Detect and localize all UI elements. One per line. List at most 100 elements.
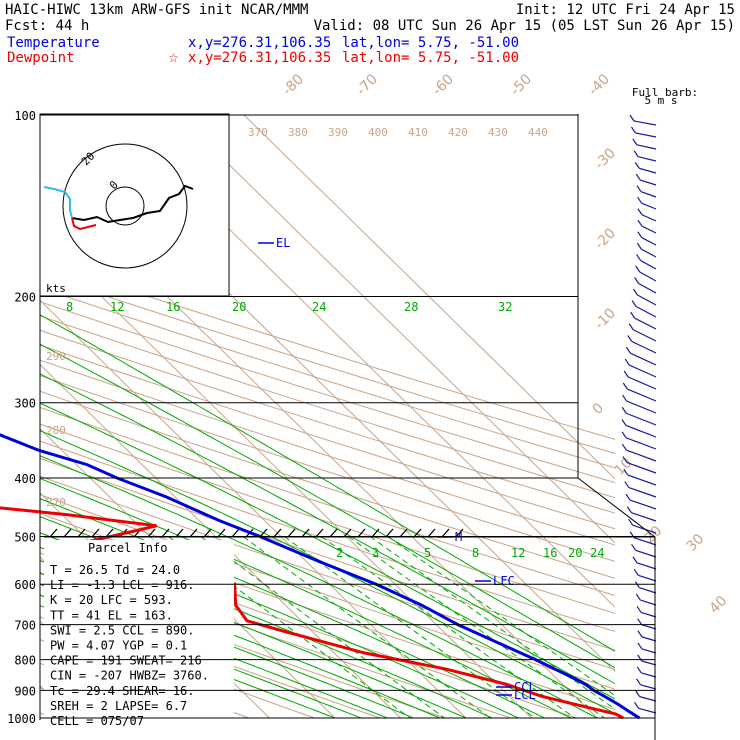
wind-barb <box>626 462 657 474</box>
wind-barb <box>628 486 657 498</box>
isotherm-line <box>40 363 401 719</box>
hatch-tick <box>315 528 324 538</box>
dry-adiabat-line <box>40 260 615 440</box>
pressure-label: 900 <box>14 684 36 698</box>
theta-label: 410 <box>408 126 428 139</box>
hatch-tick <box>203 528 212 538</box>
hatch-tick <box>217 528 226 538</box>
mixing-ratio-line <box>369 536 615 710</box>
hodograph-trace-cyan <box>43 186 73 219</box>
hatch-tick <box>231 528 240 538</box>
mixing-ratio-label-lower: 5 <box>424 546 431 560</box>
hatch-tick <box>413 528 422 538</box>
header-title: HAIC-HIWC 13km ARW-GFS init NCAR/MMM <box>5 2 308 18</box>
hatched-reference-line <box>44 528 655 538</box>
mixing-ratio-label-upper: 20 <box>232 300 246 314</box>
mixing-ratio-label-lower: 16 <box>543 546 557 560</box>
mixing-ratio-label-upper: 32 <box>498 300 512 314</box>
hatch-tick <box>161 528 170 538</box>
wind-barb <box>633 120 657 126</box>
isotherm-label: 0 <box>590 400 608 418</box>
wind-barb <box>637 294 657 306</box>
theta-label: 420 <box>448 126 468 139</box>
dry-adiabat-line <box>40 457 615 651</box>
wind-barb <box>641 624 657 630</box>
mixing-ratio-label-upper: 24 <box>312 300 326 314</box>
mixing-ratio-label-upper: 8 <box>66 300 73 314</box>
wind-barb <box>635 305 657 318</box>
pressure-axis-labels: 100 200 300 400 500 600 700 800 900 1000 <box>7 109 36 726</box>
theta-labels: 370 380 390 400 410 420 430 440 290 280 270 <box>46 126 548 509</box>
header-init-time: Init: 12 UTC Fri 24 Apr 15 <box>516 2 735 18</box>
legend-dewpoint-point: x,y=276.31,106.35 <box>188 50 331 66</box>
wind-barb <box>641 248 657 258</box>
wind-barb <box>636 562 657 570</box>
hatch-tick <box>105 528 114 538</box>
hatch-tick <box>441 528 450 538</box>
isotherm-line <box>243 114 615 480</box>
wind-barb <box>630 352 657 366</box>
dry-adiabat-line <box>40 273 615 454</box>
hatch-tick <box>175 528 184 538</box>
pressure-label: 800 <box>14 654 36 668</box>
wind-barb <box>637 156 657 162</box>
parcel-info-row: K = 20 LFC = 593. <box>50 593 173 607</box>
legend-dewpoint-label: Dewpoint <box>7 50 74 66</box>
mixing-ratio-label-upper: 28 <box>404 300 418 314</box>
mixing-ratio-line <box>200 536 445 719</box>
theta-label: 290 <box>46 350 66 363</box>
hatch-tick <box>91 528 100 538</box>
theta-label: 270 <box>46 496 66 509</box>
wind-barb <box>640 684 657 690</box>
hatch-tick <box>455 528 464 538</box>
pressure-label: 100 <box>14 109 36 123</box>
wind-barb <box>628 364 657 378</box>
hatch-tick <box>189 528 198 538</box>
dry-adiabat-line <box>40 329 615 514</box>
dry-adiabat-line <box>40 573 446 719</box>
dry-adiabat-line <box>40 390 615 579</box>
isotherm-label: -20 <box>592 225 619 252</box>
theta-label: 400 <box>368 126 388 139</box>
wind-barb <box>640 191 657 198</box>
dewpoint-star-icon: ☆ <box>168 51 179 65</box>
wind-barb <box>627 388 657 402</box>
hodograph-units: kts <box>46 282 66 295</box>
wind-barb <box>633 537 657 546</box>
wind-barb <box>635 549 657 558</box>
theta-label: 390 <box>328 126 348 139</box>
wind-barb <box>636 144 657 150</box>
parcel-info-title: Parcel Info <box>88 541 167 555</box>
dry-adiabat-line <box>40 301 615 484</box>
mixing-ratio-label-lower: 2 <box>336 546 343 560</box>
wind-barb <box>640 611 657 618</box>
hatch-tick <box>77 528 86 538</box>
wind-barb <box>641 214 657 222</box>
mixing-ratio-label-lower: 20 <box>568 546 582 560</box>
mixing-ratio-labels: 8 12 16 20 24 28 32 2 3 5 8 12 16 20 24 <box>66 300 604 560</box>
isotherm-label: 20 <box>642 523 666 547</box>
isotherm-label: -30 <box>592 145 619 172</box>
dry-adiabat-line <box>40 315 615 499</box>
mixing-ratio-line <box>387 536 615 697</box>
moist-adiabat-line <box>40 314 615 652</box>
mixing-ratio-label-upper: 12 <box>110 300 124 314</box>
theta-label: 280 <box>46 424 66 437</box>
annotation-label-m: M <box>455 530 462 544</box>
isotherm-label: 30 <box>684 531 708 555</box>
wind-barb <box>641 672 657 678</box>
moist-adiabat-line <box>40 583 388 719</box>
hatch-tick <box>147 528 156 538</box>
wind-barb <box>635 132 657 138</box>
dry-adiabat-line <box>40 440 615 633</box>
dry-adiabat-line <box>40 344 615 530</box>
isotherm-label: -70 <box>354 71 381 98</box>
parcel-info-row: T = 26.5 Td = 24.0 <box>50 563 180 577</box>
moist-adiabat-line <box>40 402 615 700</box>
wind-barb <box>640 260 657 270</box>
hodograph-inset: 20 0 kts <box>39 113 230 297</box>
hatch-tick <box>385 528 394 538</box>
header-forecast-hour: Fcst: 44 h <box>5 18 89 34</box>
